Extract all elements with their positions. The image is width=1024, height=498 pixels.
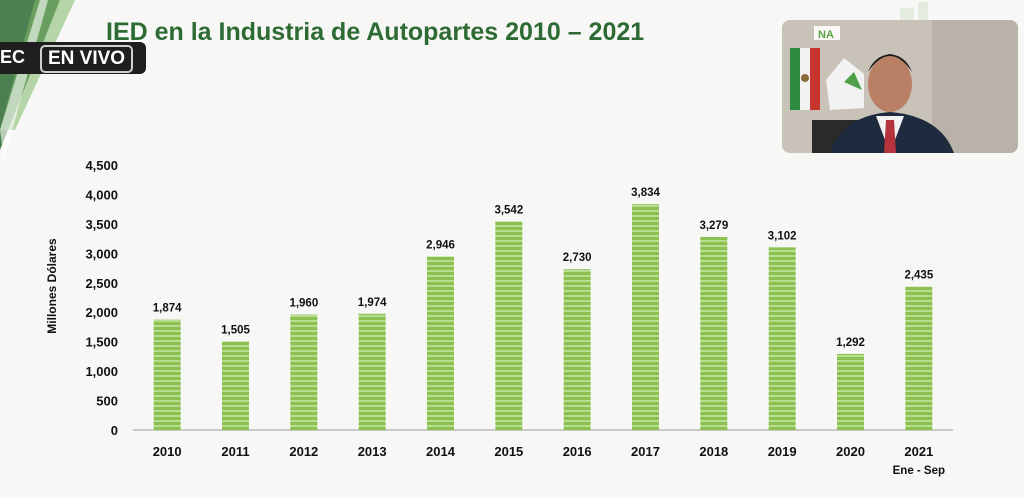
x-tick-label-2015: 2015 [494, 444, 523, 459]
x-tick-label-2020: 2020 [836, 444, 865, 459]
data-label-2018: 3,279 [699, 220, 728, 232]
bar-2010 [153, 319, 181, 430]
x-tick-label-2011: 2011 [221, 444, 249, 459]
data-label-2017: 3,834 [631, 187, 660, 199]
data-label-2014: 2,946 [426, 240, 455, 252]
data-label-2013: 1,974 [358, 297, 387, 309]
y-tick-label: 4,000 [85, 187, 118, 202]
y-tick-label: 2,000 [85, 305, 118, 320]
chart-bars: 1,874 2010 1,505 2011 1,960 2012 1,974 2013 2,94… [153, 187, 945, 477]
chart-title: IED en la Industria de Autopartes 2010 –… [106, 18, 645, 46]
bar-2011 [222, 341, 249, 430]
bar-2017 [632, 204, 659, 430]
bar-2016 [563, 269, 591, 430]
y-tick-label: 4,500 [85, 158, 118, 173]
x-tick-label-2021: 2021 [904, 444, 933, 459]
bar-2012 [290, 314, 318, 430]
presenter-video: NA [782, 20, 1018, 153]
x-tick-label-2013: 2013 [358, 444, 387, 459]
bar-2014 [427, 256, 454, 430]
live-banner: EC EN VIVO [0, 42, 146, 74]
data-label-2011: 1,505 [221, 324, 250, 336]
y-tick-label: 3,500 [85, 217, 118, 232]
y-tick-label: 2,500 [85, 276, 118, 291]
chart-axes: 0 500 1,000 1,500 2,000 2,500 3,000 3,500 4,000 4… [85, 158, 953, 438]
data-label-2010: 1,874 [153, 303, 182, 315]
y-tick-label: 1,000 [85, 364, 118, 379]
live-prefix: EC [0, 47, 26, 67]
bar-2013 [358, 313, 386, 430]
x-tick-label-2018: 2018 [699, 444, 728, 459]
bar-2021 [905, 286, 933, 430]
bar-2018 [700, 236, 728, 430]
x-tick-label-2017: 2017 [631, 444, 660, 459]
x-tick-label-2016: 2016 [563, 444, 592, 459]
x-tick-sublabel-2021: Ene - Sep [893, 465, 945, 477]
x-tick-label-2014: 2014 [426, 444, 456, 459]
y-tick-label: 0 [111, 423, 118, 438]
data-label-2012: 1,960 [289, 298, 318, 310]
y-tick-label: 500 [96, 394, 118, 409]
live-badge: EN VIVO [40, 45, 134, 73]
y-tick-label: 1,500 [85, 335, 118, 350]
data-label-2020: 1,292 [836, 337, 865, 349]
data-label-2021: 2,435 [904, 270, 933, 282]
data-label-2015: 3,542 [494, 204, 523, 216]
data-label-2016: 2,730 [563, 252, 592, 264]
bar-2020 [837, 353, 864, 430]
x-tick-label-2019: 2019 [768, 444, 797, 459]
y-tick-label: 3,000 [85, 246, 118, 261]
x-tick-label-2012: 2012 [289, 444, 318, 459]
x-tick-label-2010: 2010 [153, 444, 182, 459]
data-label-2019: 3,102 [768, 230, 797, 242]
svg-text:NA: NA [818, 29, 834, 41]
bar-2015 [495, 221, 523, 430]
y-axis-label: Millones Dólares [45, 238, 59, 334]
presenter-image: NA [782, 20, 1018, 153]
bar-2019 [768, 247, 796, 430]
